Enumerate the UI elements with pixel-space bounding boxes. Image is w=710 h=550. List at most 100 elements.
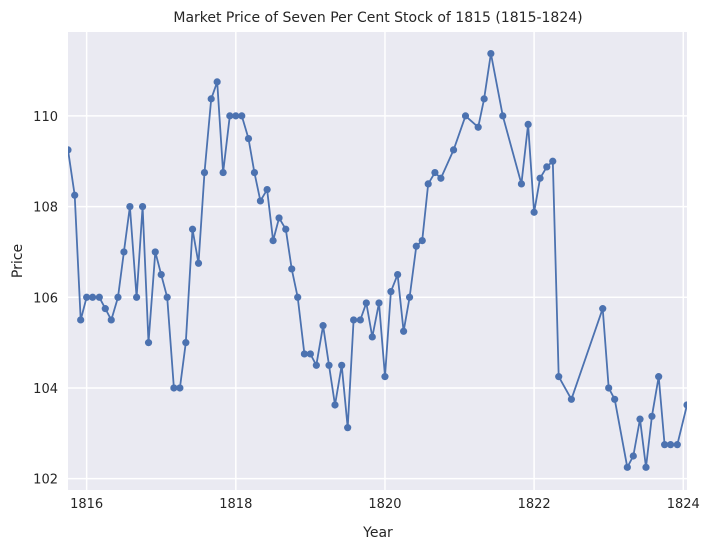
series-line	[68, 52, 687, 469]
data-point	[536, 174, 544, 182]
data-point	[200, 168, 209, 177]
data-point	[524, 120, 532, 128]
data-point	[344, 424, 352, 432]
data-point	[474, 123, 482, 131]
data-point	[306, 350, 314, 358]
data-point	[250, 168, 259, 177]
data-point	[126, 202, 134, 211]
data-point	[437, 174, 445, 182]
data-point	[256, 197, 265, 205]
data-point	[188, 225, 197, 233]
data-point	[213, 78, 221, 86]
data-point	[549, 157, 557, 165]
data-point	[543, 163, 551, 171]
data-point	[655, 373, 663, 381]
data-point	[144, 339, 153, 347]
data-point	[151, 248, 159, 256]
data-point	[636, 415, 644, 423]
data-point	[226, 112, 234, 120]
chart-title: Market Price of Seven Per Cent Stock of …	[173, 10, 582, 26]
data-point	[71, 191, 79, 199]
data-point	[219, 168, 227, 177]
data-point	[431, 168, 439, 177]
data-point	[567, 395, 576, 403]
data-point	[623, 463, 631, 471]
data-point	[101, 305, 109, 313]
data-point	[629, 452, 637, 460]
data-point	[269, 236, 277, 245]
data-point	[642, 463, 650, 471]
data-point	[375, 299, 383, 307]
data-point	[356, 316, 364, 324]
data-point	[461, 112, 470, 120]
data-point	[325, 361, 333, 369]
plot-area	[68, 32, 687, 490]
data-point	[312, 361, 320, 369]
data-point	[673, 441, 681, 449]
data-point	[661, 441, 669, 449]
data-point	[605, 384, 613, 392]
data-point	[648, 412, 656, 420]
data-point	[487, 49, 495, 58]
data-point	[666, 441, 675, 449]
data-point	[381, 373, 389, 381]
data-point	[294, 293, 302, 301]
data-point	[238, 112, 246, 120]
y-tick-label: 106	[33, 291, 58, 306]
data-point	[182, 339, 190, 347]
y-tick-label: 104	[33, 382, 58, 397]
y-tick-label: 110	[33, 110, 58, 125]
price-series	[68, 49, 687, 471]
data-point	[133, 293, 141, 301]
data-point	[107, 316, 115, 324]
data-point	[350, 316, 358, 324]
x-tick-label: 1818	[219, 497, 252, 512]
x-tick-label: 1822	[518, 497, 551, 512]
data-point	[207, 95, 215, 103]
y-tick-label: 102	[33, 473, 58, 488]
data-point	[68, 146, 72, 154]
x-tick-label: 1824	[667, 497, 700, 512]
data-point	[275, 214, 283, 222]
data-point	[683, 401, 687, 409]
data-point	[449, 146, 458, 154]
data-point	[394, 271, 402, 279]
data-point	[368, 333, 376, 341]
data-point	[176, 384, 184, 392]
data-point	[83, 293, 91, 301]
data-point	[480, 95, 488, 103]
y-axis-title: Price	[10, 244, 26, 278]
data-point	[599, 305, 607, 313]
x-tick-label: 1816	[70, 497, 103, 512]
data-point	[400, 327, 408, 335]
data-point	[163, 293, 171, 301]
data-point	[120, 248, 128, 256]
data-point	[232, 112, 240, 120]
data-point	[499, 112, 507, 120]
data-point	[170, 384, 178, 392]
data-point	[387, 288, 395, 296]
data-point	[530, 208, 538, 216]
data-point	[95, 293, 103, 301]
data-point	[138, 202, 147, 211]
data-point	[263, 185, 271, 194]
data-point	[424, 180, 432, 188]
x-tick-label: 1820	[368, 497, 401, 512]
data-point	[89, 293, 97, 301]
data-point	[157, 271, 165, 279]
data-point	[194, 259, 203, 267]
data-point	[362, 299, 370, 307]
data-point	[77, 316, 85, 324]
data-point	[412, 242, 420, 250]
data-point	[418, 236, 426, 245]
data-point	[114, 293, 122, 301]
data-point	[288, 265, 296, 273]
tick-labels: 1816 1818 1820 1822 1824 102 104 106 108 110	[33, 110, 700, 512]
data-point	[319, 322, 327, 330]
data-point	[300, 350, 309, 358]
data-point	[611, 395, 619, 403]
data-point	[555, 373, 563, 381]
x-axis-title: Year	[362, 525, 393, 541]
data-point	[338, 361, 346, 369]
